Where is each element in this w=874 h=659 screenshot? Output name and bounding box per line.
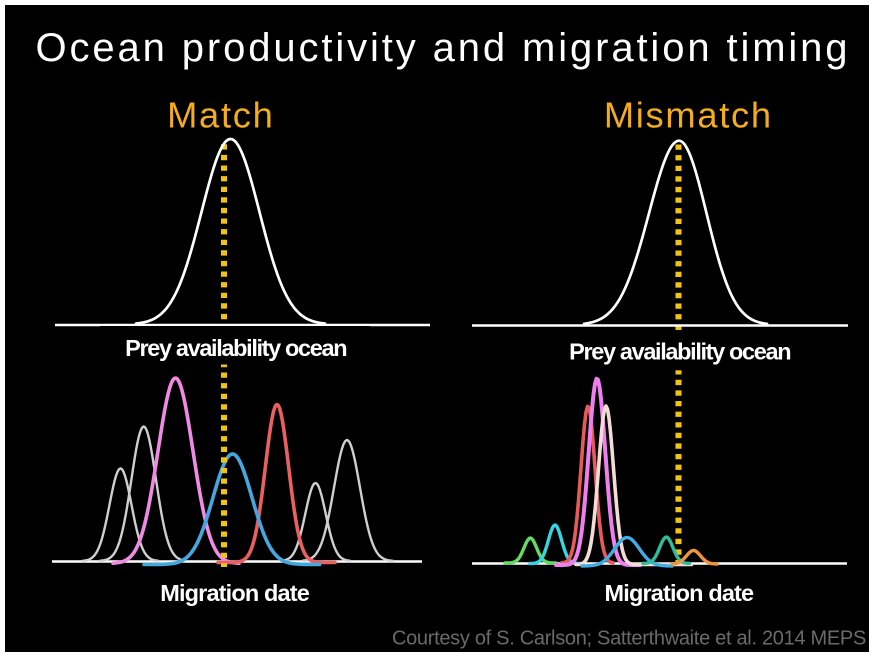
svg-text:Migration date: Migration date	[160, 580, 309, 606]
svg-text:Courtesy of S. Carlson; Satter: Courtesy of S. Carlson; Satterthwaite et…	[392, 628, 866, 650]
svg-text:Match: Match	[167, 94, 274, 135]
svg-text:Mismatch: Mismatch	[604, 94, 773, 135]
svg-text:Ocean productivity and migrati: Ocean productivity and migration timing	[36, 26, 851, 70]
svg-text:Prey availability ocean: Prey availability ocean	[125, 335, 346, 361]
svg-text:Prey availability ocean: Prey availability ocean	[569, 338, 790, 364]
svg-text:Migration date: Migration date	[605, 580, 754, 606]
